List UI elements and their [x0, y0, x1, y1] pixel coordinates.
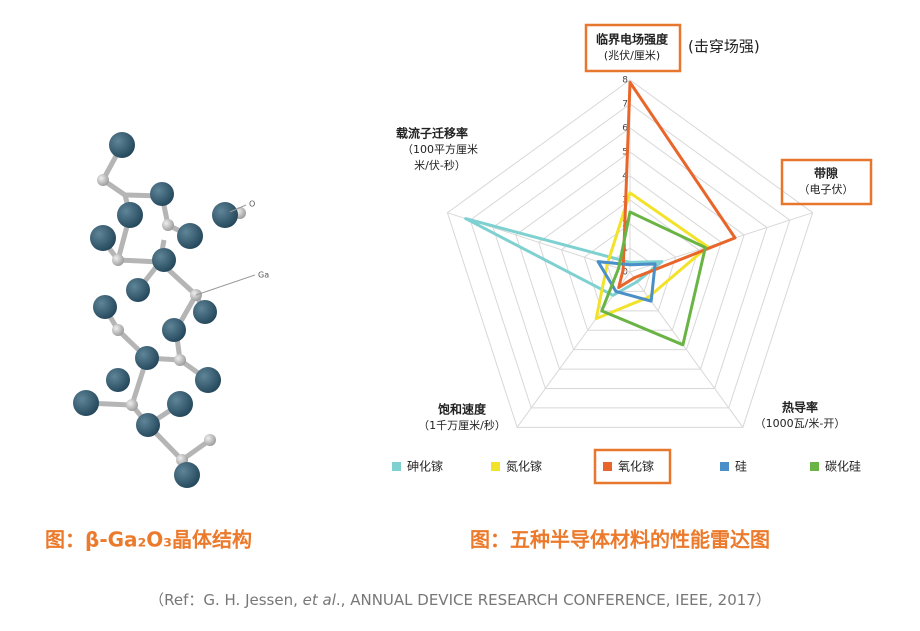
reference-part: et al — [303, 591, 337, 609]
r-tick-label: 5 — [622, 148, 628, 158]
series-line — [464, 217, 664, 297]
caption: 图：β-Ga₂O₃晶体结构 — [45, 528, 252, 552]
reference: （Ref：G. H. Jessen, et al., ANNUAL DEVICE… — [149, 591, 771, 609]
axis-unit: （电子伏） — [799, 182, 854, 196]
axis-unit: （1000瓦/米-开） — [755, 417, 846, 430]
legend-swatch — [603, 462, 612, 471]
highlight-box — [584, 23, 682, 73]
grid-line — [538, 175, 722, 351]
reference-part: （Ref：G. H. Jessen, — [149, 591, 303, 609]
axis-label: 饱和速度 — [438, 402, 487, 417]
r-tick-label: 6 — [622, 124, 628, 134]
r-tick-label: 8 — [622, 76, 628, 86]
legend-swatch — [392, 462, 401, 471]
spoke — [516, 271, 631, 428]
legend-swatch — [491, 462, 500, 471]
axis-label: 带隙 — [814, 166, 838, 181]
grid-line — [560, 199, 700, 331]
grid-line — [469, 103, 791, 409]
atom-label: O — [249, 200, 255, 209]
legend-swatch — [720, 462, 729, 471]
legend-label: 硅 — [735, 460, 747, 474]
atom-label: Ga — [258, 271, 269, 280]
axis-label: 热导率 — [782, 400, 818, 415]
series-line — [594, 191, 710, 321]
grid-line — [492, 127, 768, 389]
legend-label: 碳化硅 — [825, 460, 861, 474]
axis-note: (击穿场强) — [688, 38, 760, 56]
axis-label: 临界电场强度 — [596, 32, 669, 47]
axis-label: 载流子迁移率 — [396, 126, 468, 141]
legend-swatch — [810, 462, 819, 471]
crystal-structure — [73, 132, 256, 488]
axis-unit: （100平方厘米 — [402, 142, 478, 156]
series-line — [600, 210, 707, 347]
axis-unit: (兆伏/厘米) — [604, 48, 660, 62]
reference-part: ., ANNUAL DEVICE RESEARCH CONFERENCE, IE… — [336, 591, 771, 609]
legend-label: 氮化镓 — [506, 459, 542, 474]
r-tick-label: 0 — [622, 268, 628, 278]
r-tick-label: 7 — [622, 100, 628, 110]
caption: 图：五种半导体材料的性能雷达图 — [470, 528, 770, 552]
axis-unit: 米/伏-秒） — [414, 158, 466, 172]
highlight-box — [780, 158, 873, 206]
highlight-box — [593, 448, 672, 485]
axis-unit: （1千万厘米/秒） — [418, 418, 506, 432]
legend-label: 砷化镓 — [407, 459, 443, 474]
legend-label: 氧化镓 — [618, 459, 654, 474]
series-line — [596, 260, 657, 303]
